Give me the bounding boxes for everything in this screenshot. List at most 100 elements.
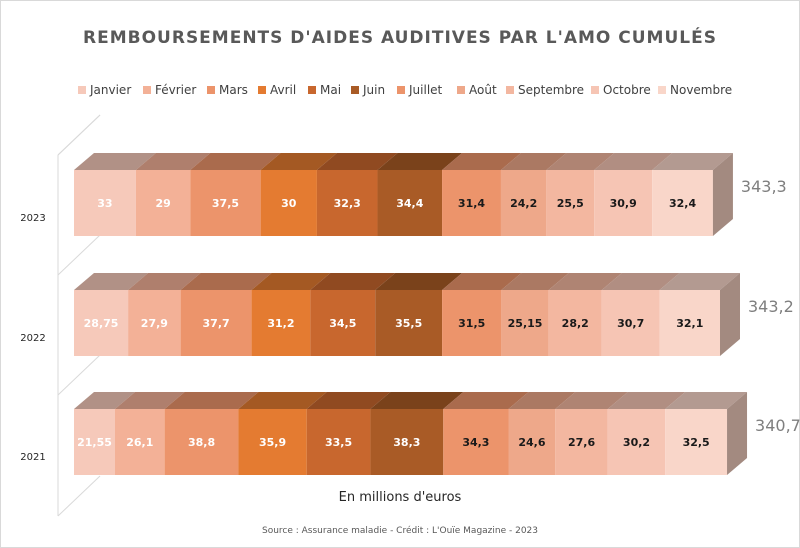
legend: Janvier Février Mars Avril Mai Juin Juillet Aoû…	[0, 81, 800, 99]
legend-label: Octobre	[603, 83, 651, 97]
bar-top-face	[316, 153, 398, 170]
total-label: 340,7	[755, 416, 800, 435]
bar-segment	[190, 170, 261, 236]
legend-item-août: Août	[457, 81, 497, 99]
bar-segment	[652, 170, 713, 236]
data-label: 30,9	[610, 197, 637, 210]
legend-swatch	[143, 86, 151, 94]
bar-segment	[508, 409, 556, 475]
bar-segment	[260, 170, 317, 236]
bar-segment	[310, 290, 376, 356]
source-credit: Source : Assurance maladie - Crédit : L'…	[261, 526, 539, 536]
category-label: 2023	[20, 213, 45, 224]
bar-top-face	[306, 392, 391, 409]
data-label: 32,5	[683, 436, 710, 449]
bar-segment	[442, 290, 502, 356]
bar-top-face	[74, 153, 156, 170]
bar-top-face	[190, 153, 281, 170]
bar-side-face	[720, 273, 740, 356]
data-label: 37,5	[212, 197, 239, 210]
data-label: 34,3	[462, 436, 489, 449]
bar-top-face	[74, 392, 135, 409]
legend-label: Janvier	[90, 83, 132, 97]
bar-top-face	[607, 392, 686, 409]
bar-segment	[659, 290, 720, 356]
legend-label: Août	[469, 83, 497, 97]
bar-top-face	[310, 273, 396, 290]
bar-top-face	[251, 273, 331, 290]
bar-segment	[607, 409, 666, 475]
data-label: 35,9	[259, 436, 286, 449]
bar-top-face	[370, 392, 464, 409]
legend-item-juillet: Juillet	[397, 81, 442, 99]
legend-item-septembre: Septembre	[506, 81, 584, 99]
legend-item-février: Février	[143, 81, 196, 99]
bar-segment	[164, 409, 239, 475]
data-label: 25,15	[508, 317, 543, 330]
bar-top-face	[601, 273, 680, 290]
bar-segment	[548, 290, 602, 356]
bar-top-face	[164, 392, 259, 409]
bar-top-face	[652, 153, 733, 170]
gridline-diagonal	[57, 234, 101, 276]
bar-segment	[316, 170, 378, 236]
legend-swatch	[78, 86, 86, 94]
legend-swatch	[457, 86, 465, 94]
data-label: 38,3	[393, 436, 420, 449]
category-label: 2021	[20, 452, 45, 463]
bar-segment	[555, 409, 608, 475]
bar-top-face	[443, 392, 529, 409]
legend-item-avril: Avril	[258, 81, 296, 99]
bar-top-face	[238, 392, 327, 409]
data-label: 30,2	[623, 436, 650, 449]
bar-top-face	[555, 392, 628, 409]
data-label: 26,1	[126, 436, 153, 449]
bar-side-face	[712, 153, 733, 236]
data-label: 30	[281, 197, 297, 210]
legend-label: Mai	[320, 83, 342, 97]
legend-label: Avril	[270, 83, 297, 97]
bar-top-face	[260, 153, 337, 170]
legend-label: Février	[155, 83, 197, 97]
total-label: 343,2	[748, 297, 794, 316]
data-label: 27,6	[568, 436, 595, 449]
bar-segment	[74, 170, 136, 236]
bar-segment	[180, 290, 252, 356]
data-label: 25,5	[557, 197, 584, 210]
legend-item-janvier: Janvier	[78, 81, 131, 99]
data-label: 24,6	[518, 436, 545, 449]
bar-top-face	[74, 273, 149, 290]
bar-segment	[306, 409, 371, 475]
bar-segment	[375, 290, 443, 356]
bar-segment	[500, 170, 547, 236]
data-label: 24,2	[510, 197, 537, 210]
bar-side-face	[727, 392, 748, 475]
bar-segment	[370, 409, 444, 475]
data-label: 31,5	[458, 317, 485, 330]
bar-top-face	[135, 153, 211, 170]
bar-segment	[238, 409, 307, 475]
data-label: 34,4	[396, 197, 423, 210]
legend-label: Juillet	[409, 83, 443, 97]
bar-segment	[377, 170, 443, 236]
legend-swatch	[258, 86, 266, 94]
bar-top-face	[442, 273, 522, 290]
bar-top-face	[665, 392, 748, 409]
gridline-diagonal	[57, 354, 101, 396]
bar-segment	[442, 170, 501, 236]
data-label: 21,55	[77, 436, 112, 449]
data-label: 27,9	[141, 317, 168, 330]
x-axis-label: En millions d'euros	[338, 490, 462, 505]
legend-swatch	[207, 86, 215, 94]
data-label: 38,8	[188, 436, 215, 449]
legend-item-mai: Mai	[308, 81, 341, 99]
legend-label: Juin	[363, 83, 386, 97]
legend-item-octobre: Octobre	[591, 81, 651, 99]
legend-swatch	[351, 86, 359, 94]
legend-item-juin: Juin	[351, 81, 385, 99]
gridline-diagonal	[57, 114, 101, 156]
bar-top-face	[659, 273, 740, 290]
total-label: 343,3	[741, 177, 787, 196]
legend-label: Mars	[219, 83, 248, 97]
legend-swatch	[308, 86, 316, 94]
